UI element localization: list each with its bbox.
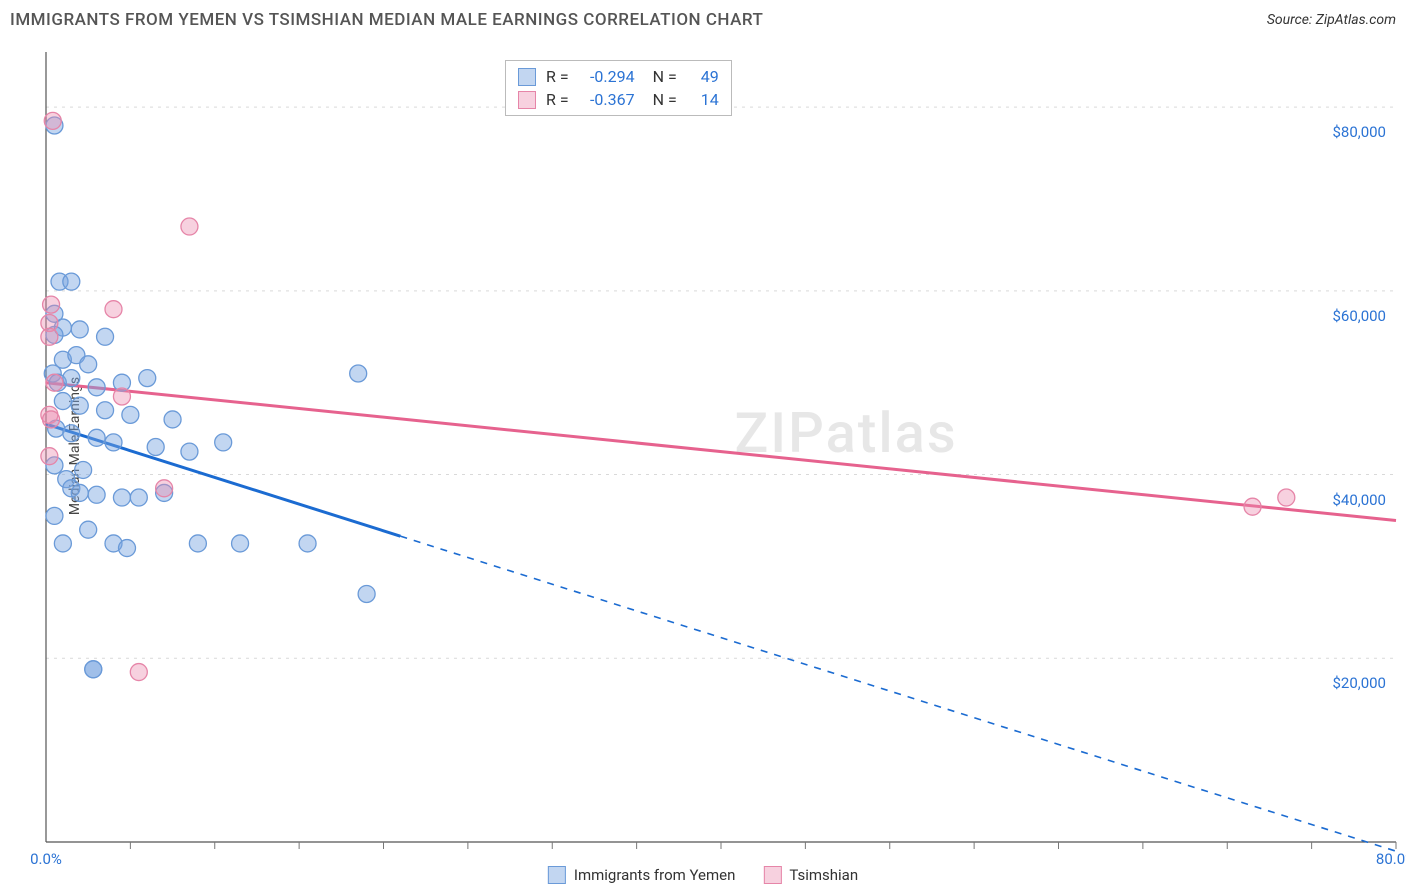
y-tick-label: $80,000 — [1332, 123, 1386, 141]
legend-label: Tsimshian — [789, 866, 858, 884]
stats-row: R =-0.294 N =49 — [518, 65, 719, 88]
legend-swatch — [518, 68, 536, 86]
bottom-legend: Immigrants from Yemen Tsimshian — [548, 866, 858, 884]
chart-header: IMMIGRANTS FROM YEMEN VS TSIMSHIAN MEDIA… — [10, 10, 1396, 30]
x-tick-label: 80.0% — [1376, 850, 1406, 868]
x-tick-label: 0.0% — [30, 850, 62, 868]
legend-label: Immigrants from Yemen — [574, 866, 736, 884]
correlation-stats-box: R =-0.294 N =49R =-0.367 N =14 — [505, 60, 732, 116]
y-tick-label: $40,000 — [1332, 491, 1386, 509]
legend-swatch — [548, 866, 566, 884]
chart-title: IMMIGRANTS FROM YEMEN VS TSIMSHIAN MEDIA… — [10, 10, 763, 30]
legend-swatch — [518, 91, 536, 109]
chart-source: Source: ZipAtlas.com — [1267, 12, 1396, 28]
y-tick-label: $60,000 — [1332, 307, 1386, 325]
legend-item: Tsimshian — [763, 866, 858, 884]
scatter-plot-svg — [46, 52, 1396, 842]
plot-area: ZIPatlas R =-0.294 N =49R =-0.367 N =14 … — [46, 52, 1396, 842]
legend-item: Immigrants from Yemen — [548, 866, 736, 884]
legend-swatch — [763, 866, 781, 884]
y-tick-label: $20,000 — [1332, 674, 1386, 692]
stats-row: R =-0.367 N =14 — [518, 88, 719, 111]
